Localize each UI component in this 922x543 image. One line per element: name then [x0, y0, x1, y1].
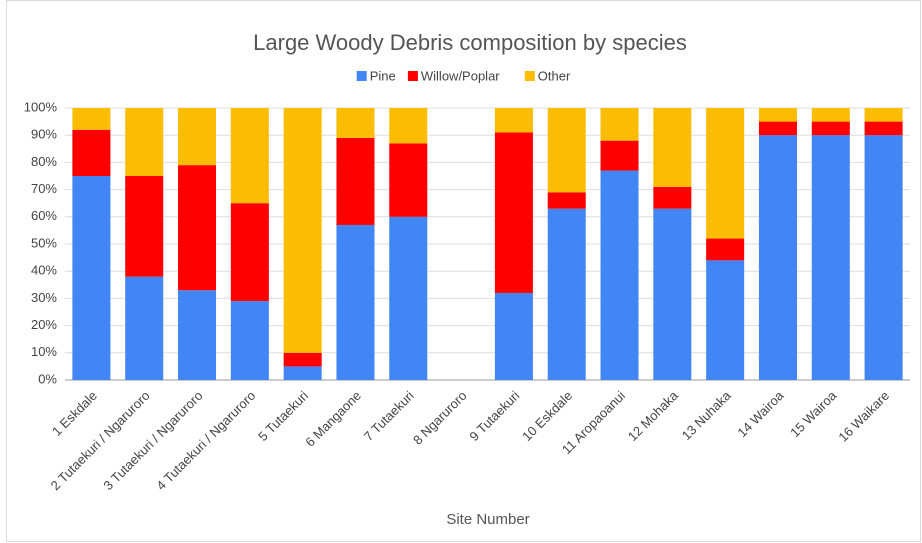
bar-segment	[125, 108, 164, 176]
bar-segment	[758, 121, 797, 136]
bar-segment	[336, 137, 375, 225]
bar-segment	[389, 108, 428, 144]
bar-segment	[283, 352, 322, 367]
bar-segment	[600, 140, 639, 171]
bar-segment	[864, 121, 903, 136]
bar-segment	[653, 208, 692, 380]
bar-segment	[494, 132, 533, 293]
bar-segment	[547, 108, 586, 193]
bar-segment	[758, 135, 797, 380]
y-tick-label: 30%	[31, 290, 57, 305]
legend-label: Other	[538, 68, 571, 83]
y-tick-label: 0%	[38, 371, 57, 386]
legend-label: Pine	[370, 68, 396, 83]
bar-segment	[389, 143, 428, 217]
y-tick-label: 50%	[31, 235, 57, 250]
bar-segment	[72, 108, 111, 130]
bar-segment	[230, 108, 269, 204]
y-tick-label: 80%	[31, 154, 57, 169]
bar-segment	[811, 108, 850, 122]
bar-segment	[336, 224, 375, 380]
bar-segment	[72, 176, 111, 380]
bar-segment	[864, 135, 903, 380]
bar-segment	[125, 176, 164, 277]
bar-segment	[653, 108, 692, 187]
bar-segment	[547, 192, 586, 209]
legend-swatch	[407, 71, 418, 81]
bar-segment	[494, 292, 533, 380]
bar-segment	[706, 238, 745, 261]
bar-segment	[72, 129, 111, 176]
bar-segment	[706, 108, 745, 239]
y-tick-label: 70%	[31, 181, 57, 196]
bar-segment	[811, 121, 850, 136]
y-tick-label: 100%	[24, 99, 58, 114]
chart-title: Large Woody Debris composition by specie…	[253, 30, 687, 55]
bar-segment	[600, 108, 639, 141]
bar-segment	[178, 290, 217, 380]
legend-label: Willow/Poplar	[421, 68, 500, 83]
y-tick-label: 10%	[31, 344, 57, 359]
bar-segment	[125, 276, 164, 380]
bar-segment	[230, 203, 269, 302]
bar-segment	[653, 186, 692, 209]
bar-segment	[547, 208, 586, 380]
y-tick-label: 60%	[31, 208, 57, 223]
bar-segment	[336, 108, 375, 138]
bar-segment	[230, 301, 269, 380]
y-tick-label: 90%	[31, 127, 57, 142]
bar-segment	[758, 108, 797, 122]
x-axis-title: Site Number	[446, 511, 529, 528]
bar-segment	[178, 108, 217, 166]
y-tick-label: 40%	[31, 263, 57, 278]
bar-segment	[389, 216, 428, 380]
bar-segment	[811, 135, 850, 380]
bar-segment	[283, 108, 322, 353]
y-tick-label: 20%	[31, 317, 57, 332]
bar-segment	[600, 170, 639, 380]
bar-segment	[283, 366, 322, 380]
bar-segment	[864, 108, 903, 122]
legend-swatch	[356, 71, 367, 81]
bar-segment	[706, 260, 745, 380]
bar-segment	[178, 165, 217, 291]
legend-swatch	[524, 71, 535, 81]
bar-segment	[494, 108, 533, 133]
